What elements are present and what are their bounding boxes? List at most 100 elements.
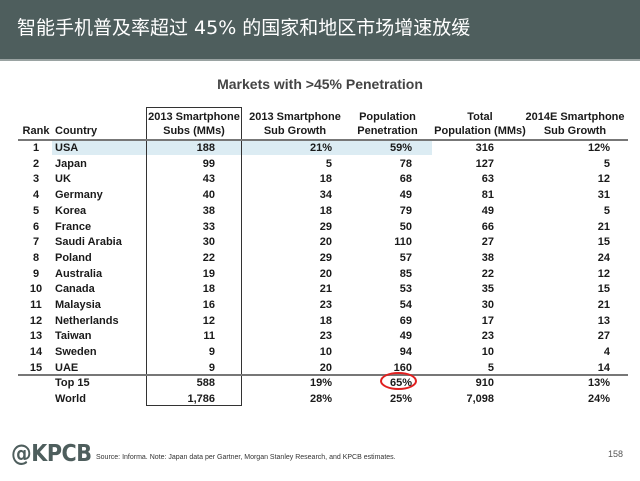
table-cell-pen: 49 [399, 330, 412, 343]
table-cell-rank: 2 [32, 157, 40, 170]
table-cell-country: Saudi Arabia [55, 236, 122, 249]
table-cell-growth: 28% [309, 392, 332, 405]
table-cell-rank: 11 [30, 299, 42, 311]
table-cell-rank: 10 [29, 283, 43, 296]
table-cell-growth: 23 [319, 330, 332, 343]
column-header-line1: 2013 Smartphone [249, 111, 341, 123]
table-cell-pop: 66 [481, 220, 494, 233]
table-cell-pop: 35 [481, 283, 494, 296]
table-cell-subs: 43 [202, 173, 215, 186]
kpcb-logo: @KPCB [11, 441, 92, 467]
table-cell-subs: 38 [202, 204, 215, 217]
table-cell-pen: 54 [399, 299, 412, 311]
table-cell-pen: 78 [399, 157, 412, 170]
column-header-line2: Sub Growth [263, 125, 327, 137]
table-cell-subs: 18 [202, 283, 215, 296]
column-header-line1: 2014E Smartphone [525, 111, 625, 123]
table-cell-country: Malaysia [55, 299, 101, 311]
table-cell-growth: 18 [319, 204, 332, 217]
column-header-line1: Population [359, 111, 416, 123]
table-cell-growth: 18 [319, 314, 332, 327]
table-cell-growth14: 12 [597, 173, 610, 186]
table-cell-pen: 69 [399, 314, 412, 327]
table-cell-rank: 14 [29, 346, 43, 359]
table-cell-pop: 22 [481, 267, 494, 280]
table-cell-growth: 23 [319, 299, 332, 311]
table-cell-growth14: 12 [597, 267, 610, 280]
table-cell-growth14: 15 [597, 236, 610, 249]
table-cell-pen: 53 [399, 283, 412, 296]
table-cell-pop: 910 [475, 377, 494, 389]
column-header-line2: Rank [22, 125, 50, 137]
table-cell-country: UK [55, 173, 71, 186]
table-cell-pen: 50 [399, 220, 412, 233]
table-cell-pen: 49 [399, 189, 412, 202]
table-cell-growth14: 13% [587, 377, 610, 389]
table-cell-growth: 18 [319, 173, 332, 186]
table-cell-pop: 23 [481, 330, 494, 343]
table-cell-country: France [55, 220, 92, 233]
table-cell-rank: 7 [32, 236, 40, 249]
table-cell-pen: 94 [399, 346, 412, 359]
table-cell-country: Japan [55, 157, 87, 170]
table-cell-country: UAE [55, 361, 79, 374]
table-cell-country: Korea [55, 204, 87, 217]
table-cell-subs: 22 [202, 251, 215, 264]
table-cell-growth: 34 [319, 189, 332, 202]
table-cell-subs: 16 [202, 299, 215, 311]
table-cell-pop: 63 [481, 173, 494, 186]
table-cell-growth: 20 [319, 267, 332, 280]
table-cell-rank: 13 [29, 330, 43, 343]
table-cell-pen: 25% [389, 392, 412, 405]
table-cell-growth: 5 [325, 157, 332, 170]
table-cell-subs: 588 [196, 377, 215, 389]
table-cell-rank: 1 [32, 142, 40, 154]
slide-title: 智能手机普及率超过 45% 的国家和地区市场增速放缓 [17, 17, 471, 39]
table-cell-rank: 3 [32, 173, 40, 186]
subs-column-box [146, 107, 242, 406]
table-cell-growth14: 27 [597, 330, 610, 343]
column-header-line2: Sub Growth [543, 125, 607, 137]
table-cell-country: Sweden [55, 346, 97, 359]
column-header-line2: Population (MMs) [434, 125, 526, 137]
table-cell-country: Netherlands [55, 314, 119, 327]
table-cell-subs: 19 [202, 267, 215, 280]
table-cell-growth14: 14 [597, 361, 610, 374]
column-header-line2: Country [55, 125, 98, 137]
header-rule [18, 139, 628, 141]
totals-rule [18, 374, 628, 376]
table-cell-growth14: 13 [597, 314, 610, 327]
table-cell-pop: 7,098 [466, 392, 494, 405]
table-cell-pop: 5 [487, 361, 494, 374]
column-header-line2: Subs (MMs) [163, 125, 225, 137]
table-cell-growth14: 24% [587, 392, 610, 405]
table-cell-pen: 68 [399, 173, 412, 186]
table-cell-rank: 8 [32, 251, 40, 264]
table-cell-growth14: 15 [597, 283, 610, 296]
table-cell-rank: 15 [29, 361, 43, 374]
column-header-line1: Total [467, 111, 493, 123]
table-cell-pop: 127 [475, 157, 494, 170]
table-cell-pop: 38 [481, 251, 494, 264]
column-header-line1: 2013 Smartphone [148, 111, 240, 123]
table-cell-growth14: 5 [603, 204, 610, 217]
table-cell-growth: 21% [309, 142, 332, 154]
table-cell-growth: 10 [319, 346, 332, 359]
table-cell-subs: 188 [196, 142, 215, 154]
table-cell-pen: 59% [389, 142, 412, 154]
table-cell-growth: 29 [319, 251, 332, 264]
table-cell-growth14: 5 [603, 157, 610, 170]
table-cell-rank: 12 [29, 314, 43, 327]
table-title: Markets with >45% Penetration [217, 76, 423, 92]
table-cell-pop: 10 [481, 346, 494, 359]
table-cell-pop: 17 [481, 314, 494, 327]
table-cell-subs: 30 [202, 236, 215, 249]
table-cell-growth14: 21 [597, 299, 610, 311]
table-cell-subs: 1,786 [187, 392, 215, 405]
table-cell-rank: 6 [32, 220, 40, 233]
table-cell-pop: 316 [475, 142, 494, 154]
table-cell-growth: 29 [319, 220, 332, 233]
table-cell-growth14: 12% [587, 142, 610, 154]
table-cell-growth14: 4 [603, 346, 610, 359]
